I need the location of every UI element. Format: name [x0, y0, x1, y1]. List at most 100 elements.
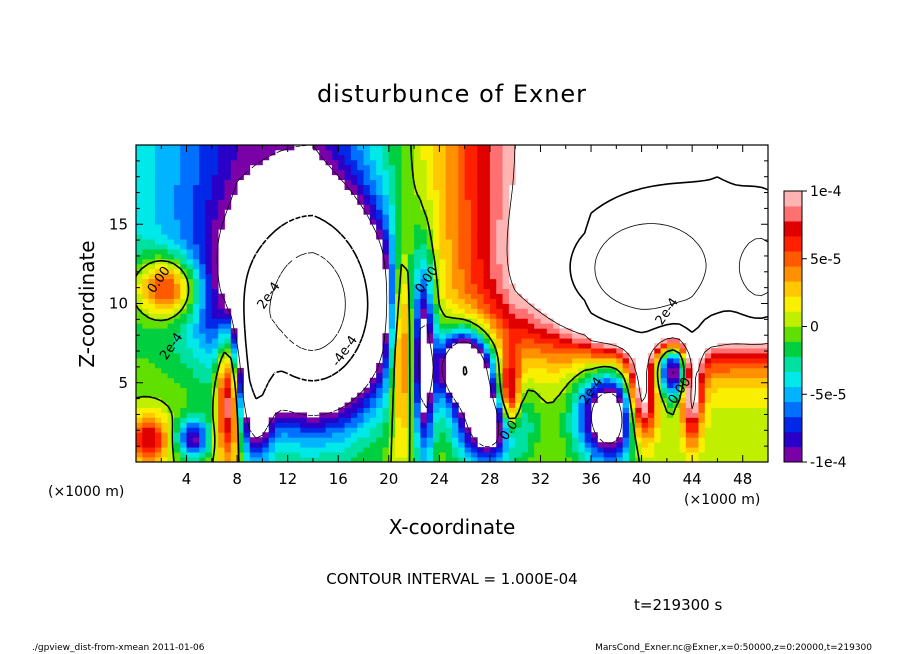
field-cell — [452, 204, 459, 210]
field-cell — [445, 298, 453, 304]
field-cell — [698, 427, 706, 433]
field-cell — [502, 229, 510, 235]
field-cell — [395, 268, 402, 275]
field-cell — [445, 288, 453, 294]
field-cell — [401, 164, 409, 171]
field-cell — [433, 244, 440, 250]
field-cell — [426, 253, 434, 260]
field-cell — [199, 382, 206, 389]
field-cell — [161, 199, 168, 205]
field-cell — [439, 209, 447, 215]
field-cell — [553, 353, 560, 359]
field-cell — [136, 303, 143, 309]
field-cell — [749, 432, 756, 438]
field-cell — [578, 343, 586, 349]
field-cell — [616, 387, 624, 394]
field-cell — [167, 387, 175, 394]
field-cell — [565, 417, 573, 423]
field-cell — [401, 447, 409, 453]
field-cell — [736, 387, 744, 394]
field-cell — [148, 402, 156, 408]
field-cell — [161, 293, 168, 299]
field-cell — [433, 288, 440, 294]
field-cell — [433, 313, 440, 319]
field-cell — [622, 392, 630, 399]
field-cell — [167, 392, 175, 399]
field-cell — [199, 372, 206, 379]
field-cell — [470, 263, 478, 270]
field-cell — [635, 392, 642, 399]
field-cell — [433, 199, 440, 205]
field-cell — [407, 338, 415, 344]
field-cell — [186, 333, 194, 339]
field-cell — [180, 278, 187, 285]
field-cell — [136, 199, 143, 205]
colorbar-tick-label: 0 — [810, 320, 819, 336]
field-cell — [553, 372, 560, 379]
field-cell — [395, 229, 402, 235]
field-cell — [546, 412, 554, 418]
field-cell — [470, 323, 478, 329]
field-cell — [186, 288, 194, 294]
field-cell — [268, 442, 276, 448]
field-cell — [161, 268, 168, 275]
field-cell — [414, 402, 421, 408]
field-cell — [173, 457, 181, 462]
field-cell — [508, 353, 516, 359]
field-cell — [584, 397, 592, 403]
field-cell — [654, 382, 661, 389]
field-cell — [477, 258, 484, 265]
field-cell — [382, 382, 390, 389]
field-cell — [445, 457, 453, 462]
field-cell — [205, 392, 213, 399]
field-cell — [508, 392, 516, 399]
field-cell — [458, 303, 466, 309]
field-cell — [363, 194, 371, 200]
field-cell — [376, 204, 383, 210]
field-cell — [679, 343, 687, 349]
field-cell — [584, 422, 592, 428]
x-axis-label: X-coordinate — [389, 515, 516, 539]
field-cell — [470, 219, 478, 225]
field-cell — [142, 377, 150, 384]
field-cell — [445, 452, 453, 458]
field-cell — [458, 298, 466, 304]
field-cell — [186, 437, 194, 443]
field-cell — [711, 412, 718, 418]
field-cell — [382, 258, 390, 265]
field-cell — [742, 457, 750, 462]
field-cell — [154, 362, 162, 369]
field-cell — [414, 169, 421, 176]
field-cell — [192, 457, 200, 462]
field-cell — [508, 447, 516, 453]
field-cell — [192, 387, 200, 394]
field-cell — [186, 407, 194, 413]
field-cell — [136, 432, 143, 438]
field-cell — [192, 229, 200, 235]
x-tick-label: 24 — [430, 470, 449, 488]
field-cell — [205, 179, 213, 186]
field-cell — [407, 313, 415, 319]
field-cell — [420, 457, 428, 462]
field-cell — [388, 278, 396, 285]
field-cell — [698, 442, 706, 448]
field-cell — [344, 457, 352, 462]
field-cell — [148, 442, 156, 448]
field-cell — [369, 204, 377, 210]
field-cell — [452, 318, 459, 324]
field-cell — [666, 402, 674, 408]
field-cell — [199, 149, 206, 156]
field-cell — [224, 367, 232, 374]
field-cell — [483, 179, 491, 186]
field-cell — [142, 189, 150, 195]
field-cell — [161, 283, 168, 290]
field-cell — [439, 283, 447, 290]
field-cell — [730, 377, 737, 384]
field-cell — [458, 204, 466, 210]
field-cell — [439, 323, 447, 329]
field-cell — [294, 437, 301, 443]
field-cell — [433, 348, 440, 354]
field-cell — [344, 159, 352, 166]
field-cell — [496, 199, 503, 205]
field-cell — [470, 169, 478, 176]
